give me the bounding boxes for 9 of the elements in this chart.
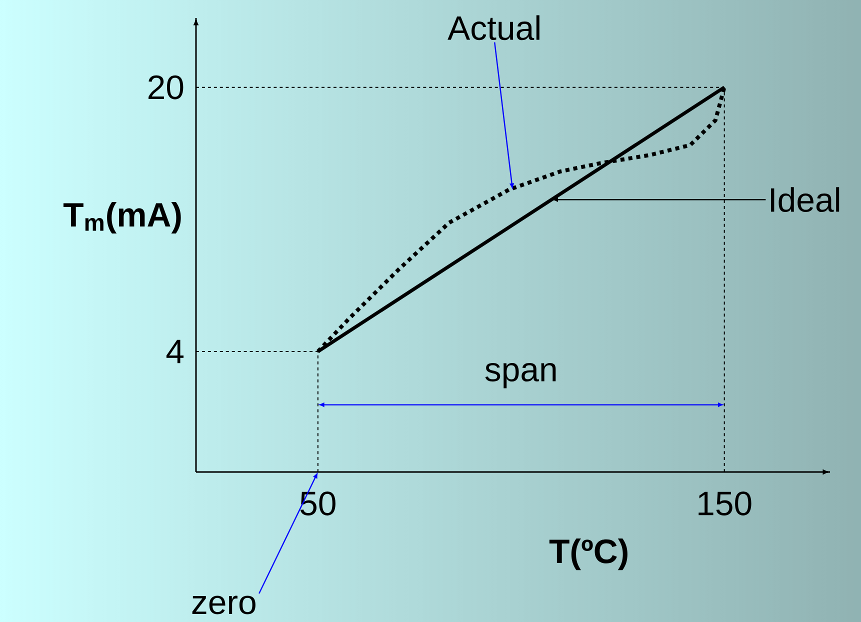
x-tick-label: 150 — [698, 491, 752, 516]
annotation: Ideal — [771, 187, 840, 212]
x-axis-title: T(ºC) — [549, 538, 628, 570]
y-tick-label: 4 — [166, 340, 184, 364]
annotation: zero — [192, 596, 256, 614]
y-axis-title: T$_{m}$(mA) — [63, 202, 181, 234]
y-tick-label: 20 — [148, 75, 184, 100]
annotation: Actual — [448, 15, 540, 40]
annotation: span — [485, 362, 556, 388]
